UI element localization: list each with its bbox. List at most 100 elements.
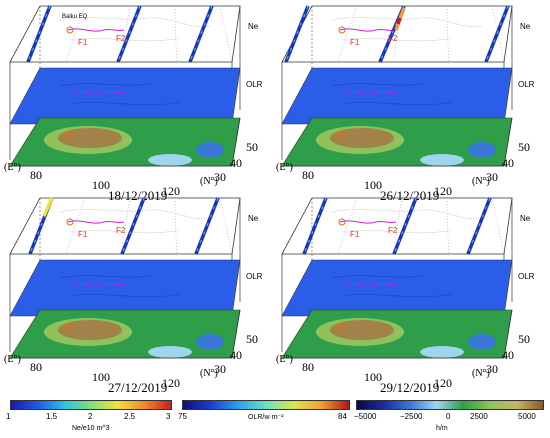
lat-axis-unit: (N°) [200, 176, 218, 187]
epicenter-marker [338, 131, 346, 139]
lat-axis-unit: (N°) [472, 368, 490, 379]
lat-tick: 40 [230, 348, 242, 362]
fault-label-f1: F1 [350, 230, 360, 239]
layer-label-ne: Ne [520, 22, 531, 31]
colorbar-ne-tick: 1 [6, 412, 11, 421]
fault-line [67, 28, 125, 32]
colorbar-ne-tick: 3 [166, 412, 171, 421]
olr-plane [9, 259, 241, 317]
fault-line [67, 90, 125, 94]
ne-grid-line [120, 197, 131, 255]
ne-track-highlight [189, 5, 213, 63]
layer-label-ne: Ne [248, 214, 259, 223]
ne-grid-line [174, 197, 177, 255]
lon-tick: 80 [302, 168, 314, 182]
lat-tick: 50 [518, 332, 530, 346]
olr-plane [281, 259, 513, 317]
lon-tick: 100 [364, 370, 382, 384]
panel-3d-figure [281, 197, 513, 359]
layer-label-ne: Ne [248, 22, 259, 31]
layer-label-olr: OLR [246, 272, 263, 281]
olr-contours [59, 275, 181, 298]
colorbar-olr-tick: 75 [178, 412, 187, 421]
panel-1: Ne OLR F1 F2 Baiku EQ (E°) 80 100 120 (N°) 30 40 50 1… [0, 0, 275, 203]
lat-axis-unit: (N°) [200, 368, 218, 379]
colorbar-ne-unit: Ne/e10 m^3 [72, 425, 110, 432]
panel-date: 29/12/2019 [380, 380, 440, 395]
lon-tick: 120 [434, 376, 452, 390]
ne-track-highlight [285, 5, 309, 63]
terrain-plateau [58, 128, 122, 148]
panel-4: Ne OLR F1 F2 (E°) 80 100 120 (N°) 30 40 50 29/12/201… [272, 192, 547, 395]
lon-axis-unit: (E°) [276, 162, 293, 173]
lat-tick: 30 [486, 362, 498, 376]
ne-grid-line [392, 197, 403, 255]
lat-tick: 40 [502, 348, 514, 362]
fault-label-f2: F2 [388, 34, 398, 43]
terrain-plateau [330, 320, 394, 340]
terrain-sea [196, 142, 224, 158]
terrain-sea [468, 142, 496, 158]
panel-3d-figure [9, 5, 241, 167]
lat-axis-line [231, 309, 241, 359]
ne-anomaly [42, 197, 54, 217]
lat-axis-line [503, 309, 513, 359]
fault-line [67, 282, 125, 286]
fault-line [339, 90, 397, 94]
epicenter-marker [66, 131, 74, 139]
layer-label-olr: OLR [518, 272, 535, 281]
terrain-sea [420, 346, 464, 358]
panel-3: Ne OLR F1 F2 (E°) 80 100 120 (N°) 30 40 50 27/12/201… [0, 192, 275, 395]
ne-anomaly [396, 17, 402, 25]
olr-plane [281, 67, 513, 125]
olr-contours [59, 83, 181, 106]
ne-grid-line [219, 5, 233, 63]
layer-label-ne: Ne [520, 214, 531, 223]
epicenter-marker [66, 26, 74, 34]
fault-line [339, 28, 397, 32]
fault-line [339, 282, 397, 286]
panel-2: Ne OLR F1 F2 (E°) 80 100 120 (N°) 30 40 50 26/12/201… [272, 0, 547, 203]
terrain-sea [468, 334, 496, 350]
lon-axis-unit: (E°) [276, 354, 293, 365]
colorbar-elevation-tick: −5000 [354, 412, 377, 421]
ne-grid-line [491, 5, 505, 63]
fault-label-f2: F2 [116, 34, 126, 43]
fault-line [339, 220, 397, 224]
colorbar-olr-gradient [182, 400, 350, 410]
ne-track-highlight [27, 5, 51, 63]
lon-tick: 80 [302, 360, 314, 374]
colorbar-olr-tick: 84 [338, 412, 347, 421]
terrain-sea [148, 346, 192, 358]
colorbar-elevation-tick: 5000 [518, 412, 536, 421]
colorbar-elevation-tick: 2500 [470, 412, 488, 421]
fault-label-f2: F2 [388, 226, 398, 235]
ne-grid-line [65, 197, 86, 255]
colorbar-elevation-unit: h/m [436, 425, 448, 432]
panel-date: 27/12/2019 [108, 380, 168, 395]
ne-borders [59, 209, 211, 234]
lon-tick: 80 [30, 360, 42, 374]
ne-grid-line [65, 5, 86, 63]
lat-tick: 40 [502, 156, 514, 170]
terrain-plateau [330, 128, 394, 148]
lon-axis-unit: (E°) [4, 162, 21, 173]
panel-date: 26/12/2019 [380, 188, 440, 203]
ne-grid-line [337, 5, 358, 63]
ne-grid-line [174, 5, 177, 63]
ne-track-highlight [393, 197, 417, 255]
lon-tick: 100 [92, 370, 110, 384]
lon-tick: 100 [364, 178, 382, 192]
ne-borders [331, 17, 483, 42]
ne-track-highlight [485, 5, 509, 63]
lon-tick: 120 [162, 376, 180, 390]
lat-axis-unit: (N°) [472, 176, 490, 187]
colorbar-olr-unit: OLR/w·m⁻² [248, 414, 284, 421]
fault-label-f1: F1 [78, 230, 88, 239]
fault-label-f1: F1 [350, 38, 360, 47]
earthquake-label: Baiku EQ [62, 14, 88, 20]
fault-label-f2: F2 [116, 226, 126, 235]
layer-label-olr: OLR [518, 80, 535, 89]
colorbar-ne-tick: 1.5 [46, 412, 58, 421]
colorbar-ne-gradient [10, 400, 172, 410]
